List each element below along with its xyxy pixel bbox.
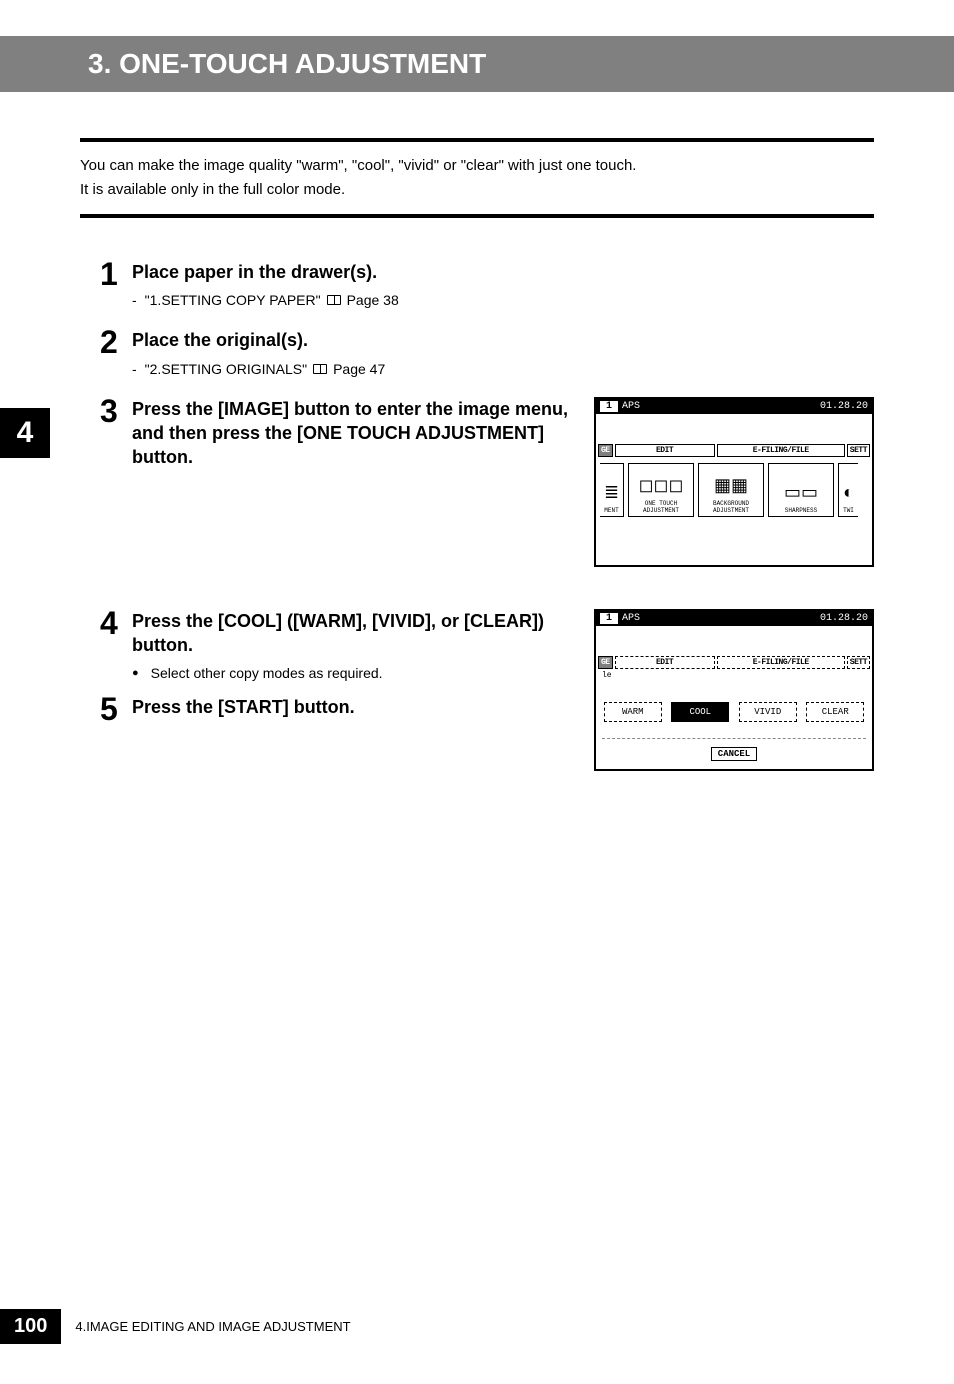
glyph: ◻◻◻: [639, 478, 684, 496]
step-heading: Place paper in the drawer(s).: [132, 260, 874, 284]
tab-efiling[interactable]: E-FILING/FILE: [717, 656, 845, 669]
step-body: Place the original(s). - "2.SETTING ORIG…: [132, 326, 874, 384]
step-heading: Press the [COOL] ([WARM], [VIVID], or [C…: [132, 609, 574, 658]
title-spacer: [0, 36, 80, 92]
screenshot-image-menu: 1 APS 01.28.20 GE EDIT E-FILING/FILE SET…: [594, 397, 874, 567]
mode-cool-button[interactable]: COOL: [671, 702, 729, 722]
step-1: 1 Place paper in the drawer(s). - "1.SET…: [100, 258, 874, 316]
side-chapter-tab: 4: [0, 408, 50, 458]
glyph: ▦▦: [714, 478, 748, 496]
screen-header: 1 APS 01.28.20: [596, 611, 872, 626]
screen-header-left: 1 APS: [600, 401, 640, 412]
screen-tabs: GE EDIT E-FILING/FILE SETT: [596, 656, 872, 669]
tab-ge[interactable]: GE: [598, 656, 613, 669]
intro-block: You can make the image quality "warm", "…: [80, 138, 874, 218]
screen-header-left: 1 APS: [600, 613, 640, 624]
icon-label: BACKGROUND ADJUSTMENT: [699, 500, 763, 514]
step-reference: - "1.SETTING COPY PAPER" Page 38: [132, 292, 874, 308]
screenshot-one-touch: 1 APS 01.28.20 GE EDIT E-FILING/FILE SET…: [594, 609, 874, 771]
screen-header-date: 01.28.20: [820, 613, 868, 624]
step-body: Press the [COOL] ([WARM], [VIVID], or [C…: [132, 607, 874, 771]
step-body: Press the [IMAGE] button to enter the im…: [132, 395, 874, 567]
screen-header: 1 APS 01.28.20: [596, 399, 872, 414]
footer: 100 4.IMAGE EDITING AND IMAGE ADJUSTMENT: [0, 1309, 351, 1344]
tab-efiling[interactable]: E-FILING/FILE: [717, 444, 845, 457]
screen-icon-row: ≣ MENT ◻◻◻ ONE TOUCH ADJUSTMENT ▦▦ BACKG…: [596, 457, 872, 521]
spacer: [100, 577, 874, 607]
title-bar: 3. ONE-TOUCH ADJUSTMENT: [0, 36, 954, 92]
spacer: [596, 414, 872, 444]
step-2: 2 Place the original(s). - "2.SETTING OR…: [100, 326, 874, 384]
tab-edit[interactable]: EDIT: [615, 656, 715, 669]
step-number: 3: [100, 395, 132, 567]
icon-label: TWI: [843, 507, 854, 514]
glyph: ≣: [604, 485, 619, 503]
icon-background[interactable]: ▦▦ BACKGROUND ADJUSTMENT: [698, 463, 764, 517]
step-number: 1: [100, 258, 132, 316]
book-icon: [313, 364, 327, 374]
mode-vivid-button[interactable]: VIVID: [739, 702, 797, 722]
icon-label: MENT: [604, 507, 618, 514]
step-bullet: Select other copy modes as required.: [132, 665, 574, 681]
screen-header-num: 1: [600, 613, 618, 624]
steps-list: 1 Place paper in the drawer(s). - "1.SET…: [100, 258, 874, 771]
step-3: 3 Press the [IMAGE] button to enter the …: [100, 395, 874, 567]
chapter-label: 4.IMAGE EDITING AND IMAGE ADJUSTMENT: [75, 1319, 350, 1334]
intro-line-2: It is available only in the full color m…: [80, 178, 874, 202]
tab-edit[interactable]: EDIT: [615, 444, 715, 457]
page-number: 100: [0, 1309, 61, 1344]
step-body: Press the [START] button.: [132, 693, 574, 725]
step-number: 4: [100, 607, 132, 771]
ref-text: "1.SETTING COPY PAPER": [145, 292, 321, 308]
step-5: 5 Press the [START] button.: [100, 693, 574, 725]
icon-twi[interactable]: ◐ TWI: [838, 463, 858, 517]
ref-page: Page 38: [347, 292, 399, 308]
step-heading: Place the original(s).: [132, 328, 874, 352]
icon-label: SHARPNESS: [785, 507, 817, 514]
tab-ge[interactable]: GE: [598, 444, 613, 457]
content: You can make the image quality "warm", "…: [80, 138, 874, 771]
screen-header-mode: APS: [622, 401, 640, 412]
step-body: Place paper in the drawer(s). - "1.SETTI…: [132, 258, 874, 316]
icon-ment[interactable]: ≣ MENT: [600, 463, 624, 517]
step-number: 2: [100, 326, 132, 384]
glyph: ▭▭: [784, 485, 818, 503]
intro-line-1: You can make the image quality "warm", "…: [80, 154, 874, 178]
subtext: le: [596, 669, 872, 682]
mode-button-row: WARM COOL VIVID CLEAR: [596, 682, 872, 730]
icon-one-touch[interactable]: ◻◻◻ ONE TOUCH ADJUSTMENT: [628, 463, 694, 517]
book-icon: [327, 295, 341, 305]
step-heading: Press the [IMAGE] button to enter the im…: [132, 397, 574, 470]
screen-header-mode: APS: [622, 613, 640, 624]
mode-warm-button[interactable]: WARM: [604, 702, 662, 722]
ref-page: Page 47: [333, 361, 385, 377]
cancel-row: CANCEL: [596, 743, 872, 769]
glyph: ◐: [843, 485, 854, 503]
step-text: Press the [COOL] ([WARM], [VIVID], or [C…: [132, 609, 574, 736]
dash: -: [132, 361, 137, 377]
icon-label: ONE TOUCH ADJUSTMENT: [629, 500, 693, 514]
cancel-button[interactable]: CANCEL: [711, 747, 757, 761]
ref-text: "2.SETTING ORIGINALS": [145, 361, 307, 377]
icon-sharpness[interactable]: ▭▭ SHARPNESS: [768, 463, 834, 517]
divider: [602, 738, 866, 739]
screen-tabs: GE EDIT E-FILING/FILE SETT: [596, 444, 872, 457]
step-reference: - "2.SETTING ORIGINALS" Page 47: [132, 361, 874, 377]
screen-header-num: 1: [600, 401, 618, 412]
dash: -: [132, 292, 137, 308]
tab-sett[interactable]: SETT: [847, 656, 870, 669]
mode-clear-button[interactable]: CLEAR: [806, 702, 864, 722]
page-title: 3. ONE-TOUCH ADJUSTMENT: [80, 36, 954, 92]
step-number: 5: [100, 693, 132, 725]
step-heading: Press the [START] button.: [132, 695, 574, 719]
tab-sett[interactable]: SETT: [847, 444, 870, 457]
step-text: Press the [IMAGE] button to enter the im…: [132, 397, 574, 470]
step-4: 4 Press the [COOL] ([WARM], [VIVID], or …: [100, 607, 874, 771]
screen-header-date: 01.28.20: [820, 401, 868, 412]
spacer: [596, 626, 872, 656]
spacer: [596, 521, 872, 565]
